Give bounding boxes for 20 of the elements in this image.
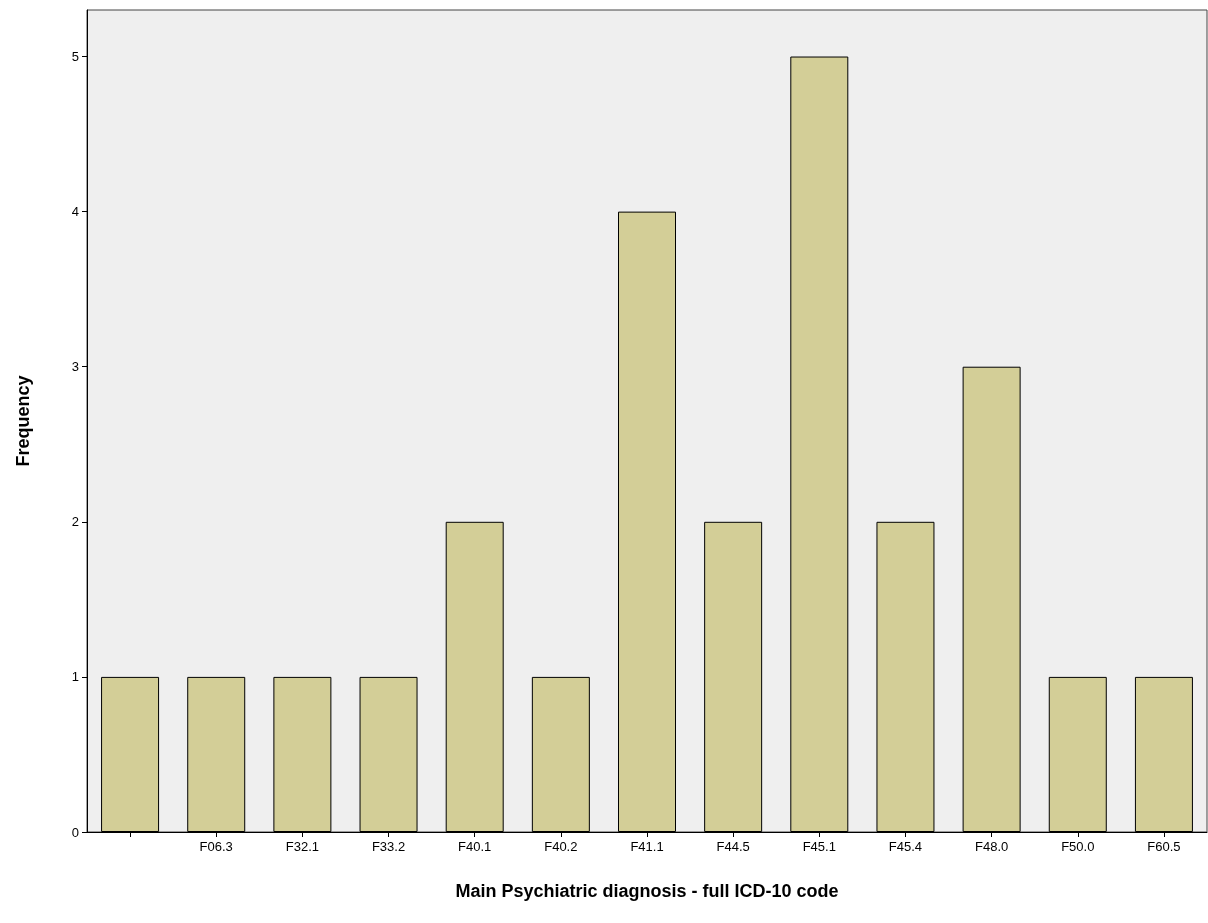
- y-tick-label: 3: [71, 359, 79, 375]
- x-tick-label: F60.5: [1147, 839, 1181, 854]
- x-tick-label: F41.1: [630, 839, 664, 854]
- x-tick-label: F44.5: [716, 839, 750, 854]
- x-axis-title: Main Psychiatric diagnosis - full ICD-10 code: [455, 881, 839, 901]
- y-tick-label: 0: [71, 824, 79, 840]
- x-tick-label: F50.0: [1061, 839, 1095, 854]
- x-tick-label: F32.1: [285, 839, 320, 854]
- x-tick-label: F45.4: [888, 839, 923, 854]
- x-tick-label: F40.2: [544, 839, 578, 854]
- x-tick-label: F45.1: [802, 839, 836, 854]
- x-tick-label: F40.1: [458, 839, 492, 854]
- y-tick-label: 2: [71, 514, 79, 530]
- y-tick-label: 1: [71, 669, 79, 685]
- y-tick-label: 5: [71, 49, 79, 65]
- x-tick-label: F06.3: [199, 839, 233, 854]
- x-tick-label: F48.0: [974, 839, 1009, 854]
- x-tick-label: F33.2: [371, 839, 406, 854]
- y-axis-title: Frequency: [13, 375, 33, 467]
- y-tick-label: 4: [71, 204, 79, 220]
